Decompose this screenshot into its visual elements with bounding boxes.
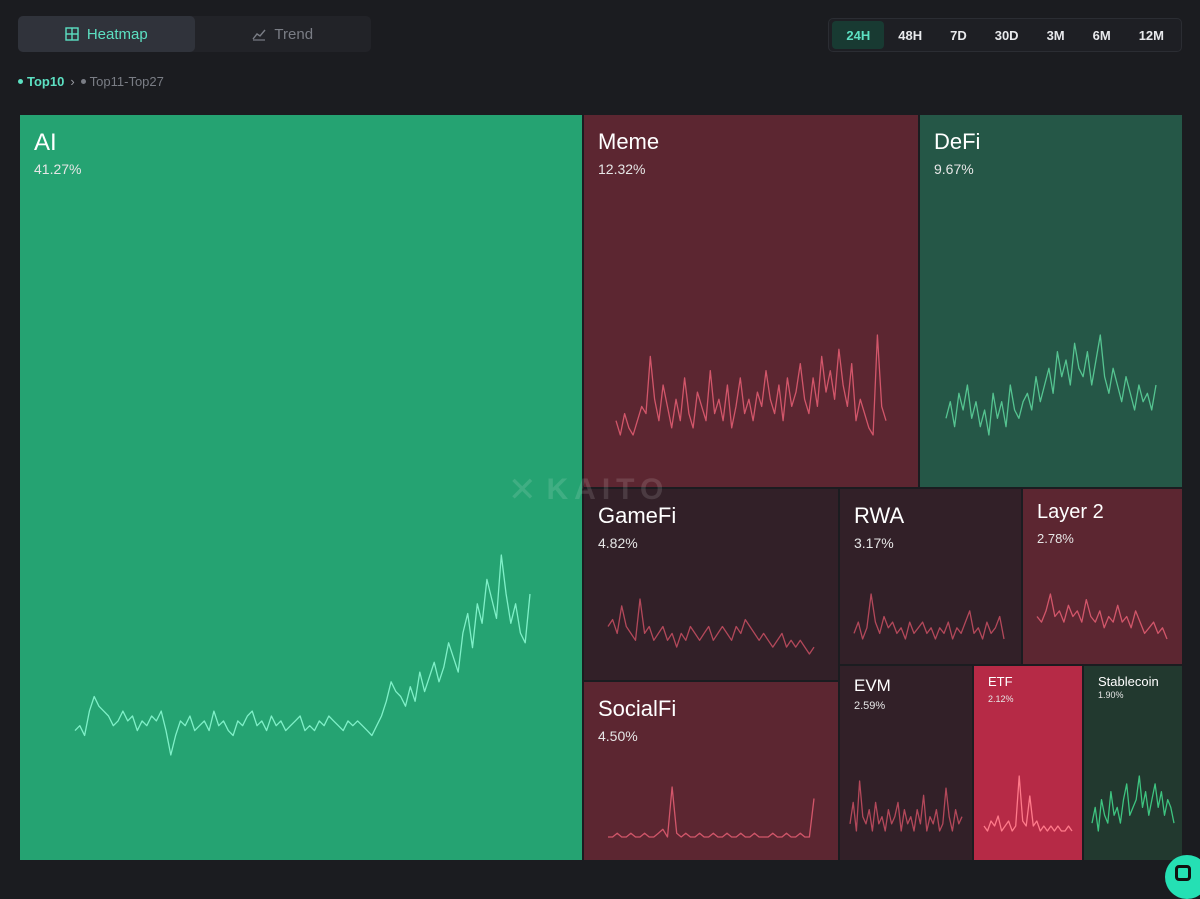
tile-value-etf: 2.12%: [988, 694, 1014, 704]
breadcrumb-top10-label: Top10: [27, 74, 65, 89]
active-dot-icon: [18, 79, 23, 84]
tile-value-socialfi: 4.50%: [598, 728, 638, 744]
tile-rwa[interactable]: RWA 3.17%: [840, 489, 1021, 664]
tile-stablecoin[interactable]: Stablecoin 1.90%: [1084, 666, 1182, 860]
range-button-48h[interactable]: 48H: [898, 27, 923, 43]
sparkline-path-ai: [74, 554, 531, 756]
breadcrumb-top10[interactable]: Top10: [18, 74, 64, 89]
heatmap-tab[interactable]: Heatmap: [18, 16, 195, 52]
sparkline-defi: [945, 334, 1157, 436]
tile-defi[interactable]: DeFi 9.67%: [920, 115, 1182, 487]
sparkline-path-socialfi: [608, 786, 815, 838]
sparkline-etf: [983, 775, 1073, 832]
range-button-6m[interactable]: 6M: [1092, 27, 1111, 43]
sparkline-socialfi: [608, 786, 815, 838]
tile-gamefi[interactable]: GameFi 4.82%: [584, 489, 838, 680]
sparkline-ai: [74, 554, 531, 756]
range-button-24h[interactable]: 24H: [832, 21, 885, 49]
sparkline-path-stablecoin: [1091, 775, 1175, 832]
time-range-selector: 24H 48H 7D 30D 3M 6M 12M: [828, 18, 1182, 52]
tile-socialfi[interactable]: SocialFi 4.50%: [584, 682, 838, 860]
tile-value-gamefi: 4.82%: [598, 535, 638, 551]
sparkline-layer-2: [1036, 593, 1168, 640]
tile-label-rwa: RWA: [854, 503, 905, 528]
tile-label-stablecoin: Stablecoin: [1098, 674, 1159, 689]
range-button-12m[interactable]: 12M: [1138, 27, 1164, 43]
tile-layer-2[interactable]: Layer 2 2.78%: [1023, 489, 1182, 664]
tile-label-etf: ETF: [988, 674, 1013, 689]
range-button-30d[interactable]: 30D: [994, 27, 1019, 43]
tile-label-layer-2: Layer 2: [1037, 501, 1104, 523]
breadcrumb-top11-27-label: Top11-Top27: [89, 74, 164, 89]
sparkline-evm: [849, 780, 963, 832]
view-toggle: Heatmap Trend: [18, 16, 371, 52]
sparkline-path-rwa: [853, 593, 1005, 640]
breadcrumb: Top10 › Top11-Top27: [18, 74, 164, 89]
tile-evm[interactable]: EVM 2.59%: [840, 666, 972, 860]
tile-value-layer-2: 2.78%: [1037, 531, 1074, 546]
sparkline-meme: [615, 334, 887, 436]
sparkline-path-etf: [983, 775, 1073, 832]
sparkline-path-meme: [615, 334, 887, 436]
sparkline-path-layer-2: [1036, 593, 1168, 640]
sparkline-stablecoin: [1091, 775, 1175, 832]
tile-label-defi: DeFi: [934, 129, 981, 154]
tile-label-gamefi: GameFi: [598, 503, 677, 528]
chat-widget-button[interactable]: [1165, 855, 1200, 899]
sector-treemap: AI 41.27% Meme 12.32% DeFi 9.67% GameFi 4.82% RW…: [20, 115, 1182, 860]
heatmap-icon: [65, 27, 79, 41]
tile-ai[interactable]: AI 41.27%: [20, 115, 582, 860]
tile-label-meme: Meme: [598, 129, 660, 154]
range-button-7d[interactable]: 7D: [950, 27, 967, 43]
sparkline-path-gamefi: [607, 598, 815, 655]
trend-tab[interactable]: Trend: [195, 16, 372, 52]
tile-value-stablecoin: 1.90%: [1098, 690, 1124, 700]
chat-icon: [1175, 865, 1191, 881]
breadcrumb-top11-27[interactable]: Top11-Top27: [80, 74, 164, 89]
tile-value-defi: 9.67%: [934, 161, 974, 177]
range-button-3m[interactable]: 3M: [1046, 27, 1065, 43]
tile-value-rwa: 3.17%: [854, 535, 894, 551]
trend-tab-label: Trend: [274, 25, 314, 43]
tile-label-evm: EVM: [854, 676, 891, 695]
sparkline-path-evm: [849, 780, 963, 832]
chevron-right-icon: ›: [70, 74, 75, 89]
sparkline-rwa: [853, 593, 1005, 640]
tile-label-ai: AI: [34, 129, 57, 156]
heatmap-tab-label: Heatmap: [86, 25, 148, 43]
tile-value-ai: 41.27%: [34, 161, 82, 177]
sparkline-path-defi: [945, 334, 1157, 436]
tile-value-meme: 12.32%: [598, 161, 646, 177]
tile-etf[interactable]: ETF 2.12%: [974, 666, 1082, 860]
trend-icon: [252, 29, 266, 41]
inactive-dot-icon: [80, 79, 86, 84]
tile-meme[interactable]: Meme 12.32%: [584, 115, 918, 487]
tile-value-evm: 2.59%: [854, 700, 886, 712]
sparkline-gamefi: [607, 598, 815, 655]
tile-label-socialfi: SocialFi: [598, 696, 677, 721]
